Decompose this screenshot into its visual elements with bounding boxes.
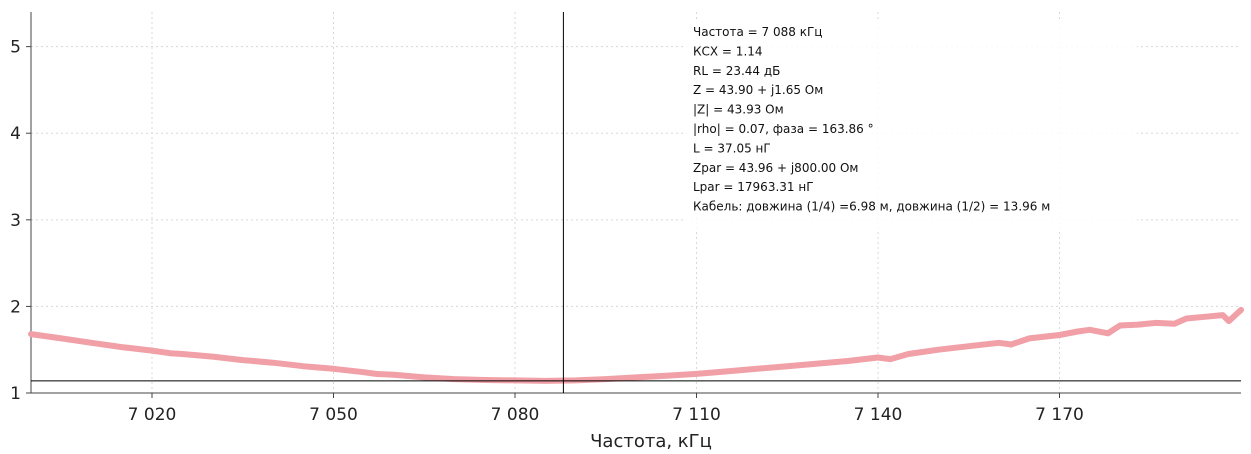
y-tick-label: 2 bbox=[10, 297, 21, 317]
x-tick-label: 7 020 bbox=[128, 405, 177, 425]
x-tick-label: 7 080 bbox=[491, 405, 540, 425]
x-tick-label: 7 140 bbox=[854, 405, 903, 425]
cursor-info-line: |Z| = 43.93 Ом bbox=[693, 103, 784, 117]
cursor-info-line: Частота = 7 088 кГц bbox=[693, 25, 822, 39]
series-layer bbox=[28, 306, 1244, 384]
y-tick-label: 5 bbox=[10, 38, 21, 58]
cursor-info-line: Z = 43.90 + j1.65 Ом bbox=[693, 83, 823, 97]
vswr-series-line bbox=[28, 306, 1244, 384]
cursor-info-line: |rho| = 0.07, фаза = 163.86 ° bbox=[693, 122, 874, 136]
cursor-info-line: Zpar = 43.96 + j800.00 Ом bbox=[693, 161, 858, 175]
x-tick-label: 7 050 bbox=[309, 405, 358, 425]
marker-lines bbox=[31, 12, 1241, 393]
y-tick-label: 3 bbox=[10, 211, 21, 231]
cursor-info-line: L = 37.05 нГ bbox=[693, 141, 771, 155]
axes bbox=[26, 12, 1241, 398]
cursor-info-panel: Частота = 7 088 кГц КСХ = 1.14 RL = 23.44 … bbox=[685, 20, 1137, 230]
cursor-info-background bbox=[685, 20, 1137, 230]
cursor-info-line: RL = 23.44 дБ bbox=[693, 64, 780, 78]
cursor-info-line: Lpar = 17963.31 нГ bbox=[693, 180, 814, 194]
y-tick-label: 1 bbox=[10, 384, 21, 404]
x-tick-label: 7 110 bbox=[672, 405, 721, 425]
cursor-info-line: КСХ = 1.14 bbox=[693, 44, 763, 58]
x-axis-title: Частота, кГц bbox=[590, 431, 712, 452]
cursor-info-line: Кабель: довжина (1/4) =6.98 м, довжина (… bbox=[693, 200, 1050, 214]
x-tick-label: 7 170 bbox=[1035, 405, 1084, 425]
tick-labels: 7 020 7 050 7 080 7 110 7 140 7 170 1 2 3 4 5 bbox=[10, 38, 1084, 425]
y-tick-label: 4 bbox=[10, 124, 21, 144]
